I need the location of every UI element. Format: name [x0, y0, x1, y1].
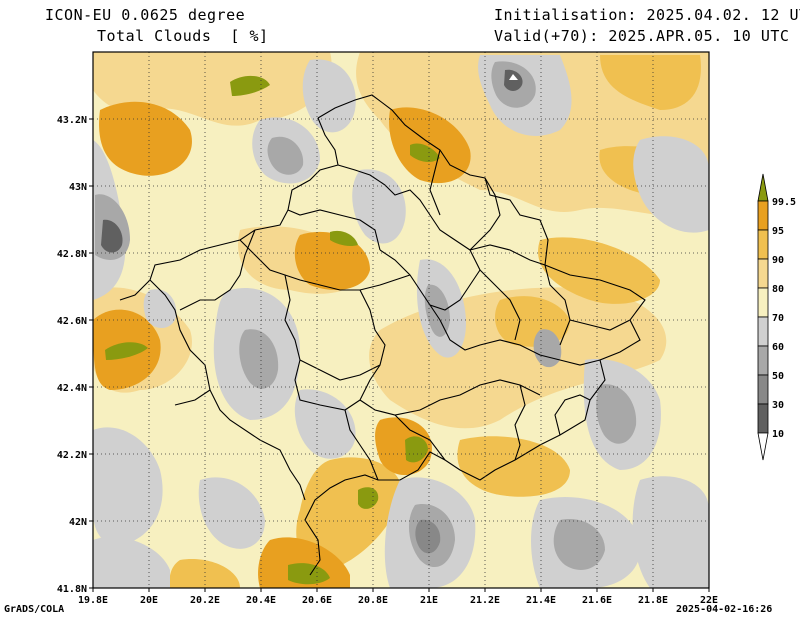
colorbar-segment	[757, 287, 769, 318]
colorbar-label: 50	[772, 371, 784, 382]
x-tick-label: 20E	[140, 595, 158, 606]
y-tick-label: 43N	[69, 182, 87, 193]
colorbar-segment	[757, 403, 769, 434]
x-tick-label: 21.2E	[470, 595, 500, 606]
y-axis: 41.8N 42N 42.2N 42.4N 42.6N 42.8N 43N 43.2N	[57, 115, 93, 595]
x-tick-label: 20.4E	[246, 595, 276, 606]
x-tick-label: 21.8E	[638, 595, 668, 606]
colorbar-label: 10	[772, 429, 784, 440]
colorbar-label: 60	[772, 342, 784, 353]
colorbar-segment	[757, 316, 769, 347]
country-borders	[119, 94, 646, 576]
footer-timestamp: 2025-04-02-16:26	[676, 604, 773, 615]
variable-title: Total Clouds [ %]	[97, 27, 269, 45]
colorbar-label: 90	[772, 255, 784, 266]
x-tick-label: 22E	[700, 595, 718, 606]
y-tick-label: 42N	[69, 517, 87, 528]
colorbar-segment	[757, 258, 769, 289]
colorbar-bottom-arrow	[757, 432, 769, 461]
footer-credit: GrADS/COLA	[4, 604, 65, 615]
y-tick-label: 42.4N	[57, 383, 87, 394]
valid-time: Valid(+70): 2025.APR.05. 10 UTC	[494, 27, 790, 45]
colorbar-segment	[757, 374, 769, 405]
colorbar-segment	[757, 345, 769, 376]
model-title: ICON-EU 0.0625 degree	[45, 6, 246, 24]
x-tick-label: 20.2E	[190, 595, 220, 606]
colorbar-label: 70	[772, 313, 784, 324]
x-tick-label: 20.6E	[302, 595, 332, 606]
x-tick-label: 21E	[420, 595, 438, 606]
y-tick-label: 42.8N	[57, 249, 87, 260]
colorbar-segment	[757, 229, 769, 260]
colorbar-label: 80	[772, 284, 784, 295]
y-tick-label: 41.8N	[57, 584, 87, 595]
grid-lines	[93, 52, 709, 588]
colorbar: 99.5 95 90 80 70 60 50 30 10	[757, 173, 796, 461]
colorbar-label: 99.5	[772, 197, 796, 208]
colorbar-label: 95	[772, 226, 784, 237]
x-axis: 19.8E 20E 20.2E 20.4E 20.6E 20.8E 21E 21.2E 21.4…	[78, 588, 718, 606]
y-tick-label: 43.2N	[57, 115, 87, 126]
x-tick-label: 21.4E	[526, 595, 556, 606]
x-tick-label: 20.8E	[358, 595, 388, 606]
cloud-field	[93, 52, 709, 588]
colorbar-label: 30	[772, 400, 784, 411]
y-tick-label: 42.6N	[57, 316, 87, 327]
init-time: Initialisation: 2025.04.02. 12 UTC	[494, 6, 800, 24]
x-tick-label: 19.8E	[78, 595, 108, 606]
colorbar-top-arrow	[757, 173, 769, 202]
y-tick-label: 42.2N	[57, 450, 87, 461]
x-tick-label: 21.6E	[582, 595, 612, 606]
colorbar-segment	[757, 200, 769, 231]
